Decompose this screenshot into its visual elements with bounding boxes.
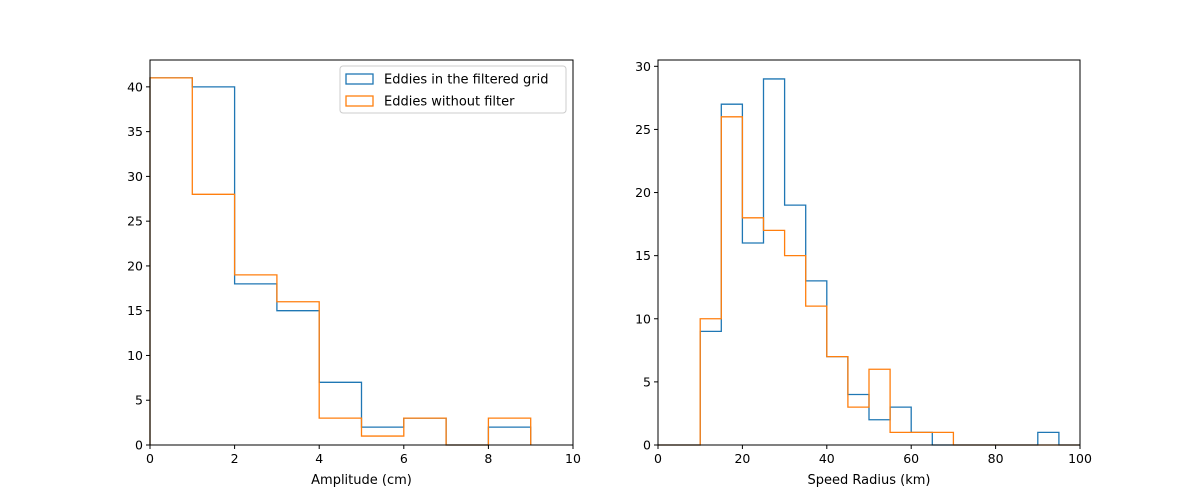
- legend-label-0: Eddies in the filtered grid: [384, 73, 548, 88]
- legend-swatch-0: [345, 73, 374, 85]
- x-tick-label: 100: [1068, 451, 1092, 466]
- y-tick-label: 40: [127, 79, 143, 94]
- y-tick-label: 5: [643, 374, 651, 389]
- x-tick-label: 8: [484, 451, 492, 466]
- histogram-series-1: [149, 77, 532, 446]
- y-tick-label: 25: [635, 122, 651, 137]
- histogram-series-1: [658, 116, 1080, 446]
- histogram-series-0: [149, 77, 532, 446]
- speed-radius-histogram: 0 20 40 60 80 100 0 5 10 15 20 25 30 Speed Radius (km…: [635, 59, 1092, 488]
- x-tick-label: 60: [903, 451, 919, 466]
- x-axis-title: Amplitude (cm): [311, 473, 412, 488]
- x-tick-label: 0: [654, 451, 662, 466]
- y-tick-label: 30: [635, 59, 651, 74]
- x-tick-label: 40: [819, 451, 835, 466]
- y-tick-label: 20: [635, 185, 651, 200]
- x-axis-title: Speed Radius (km): [808, 473, 931, 488]
- legend-box: [339, 65, 567, 114]
- y-tick-label: 35: [127, 124, 143, 139]
- axes-frame: [657, 59, 1081, 446]
- y-tick-label: 0: [135, 438, 143, 453]
- y-tick-label: 15: [127, 303, 143, 318]
- y-tick-label: 10: [127, 348, 143, 363]
- x-tick-label: 4: [315, 451, 323, 466]
- y-tick-label: 20: [127, 258, 143, 273]
- x-tick-label: 6: [400, 451, 408, 466]
- x-tick-label: 80: [988, 451, 1004, 466]
- y-tick-label: 25: [127, 214, 143, 229]
- amplitude-histogram: 0 2 4 6 8 10 0 5 10 15 20 25 30 35 40 Amplitude (cm) Edd…: [127, 59, 581, 488]
- x-tick-label: 20: [734, 451, 750, 466]
- y-tick-label: 0: [643, 438, 651, 453]
- y-tick-label: 10: [635, 311, 651, 326]
- x-tick-label: 2: [231, 451, 239, 466]
- x-tick-label: 0: [146, 451, 154, 466]
- y-tick-label: 15: [635, 248, 651, 263]
- y-tick-label: 30: [127, 169, 143, 184]
- legend-swatch-1: [345, 95, 374, 107]
- x-tick-label: 10: [565, 451, 581, 466]
- legend-label-1: Eddies without filter: [384, 95, 515, 110]
- legend: Eddies in the filtered grid Eddies withou…: [339, 65, 567, 114]
- y-tick-label: 5: [135, 393, 143, 408]
- axes-frame: [149, 59, 574, 446]
